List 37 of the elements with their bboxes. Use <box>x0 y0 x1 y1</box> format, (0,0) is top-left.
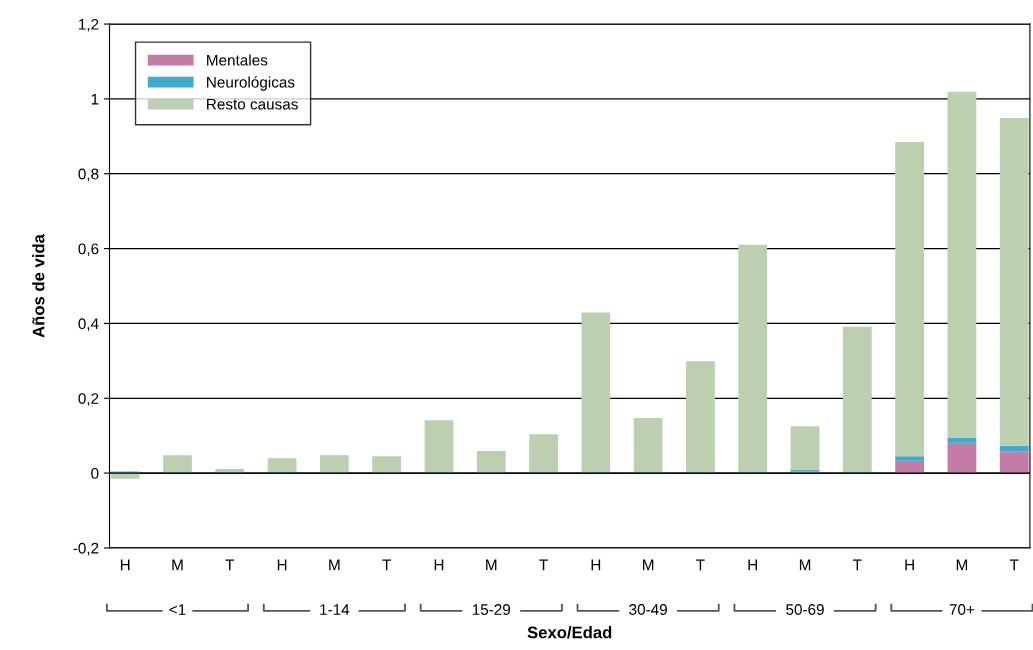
legend-label: Resto causas <box>207 98 298 110</box>
x-tick-label: M <box>486 559 497 571</box>
x-tick-label: T <box>1009 559 1019 571</box>
y-tick-label: 1 <box>91 93 99 105</box>
y-tick-label: 1,2 <box>79 18 99 32</box>
x-tick-label: H <box>905 559 914 571</box>
x-tick-label: M <box>956 559 968 571</box>
y-tick-label: 0,2 <box>78 393 99 406</box>
x-tick-label: T <box>853 559 862 571</box>
x-tick-label: T <box>539 559 548 571</box>
x-tick-label: M <box>329 559 340 571</box>
x-axis-title: Sexo/Edad <box>527 626 612 639</box>
y-tick-label: 0,4 <box>78 318 99 331</box>
text: 1-14 <box>320 604 350 615</box>
y-tick-label: -0,2 <box>73 542 99 556</box>
x-tick-label: T <box>696 559 705 571</box>
x-tick-label: T <box>382 559 391 571</box>
x-tick-label: M <box>643 559 654 571</box>
text: 70+ <box>949 604 975 615</box>
x-tick-label: H <box>277 559 287 571</box>
text: 15-29 <box>472 604 511 615</box>
text: 50-69 <box>786 604 824 615</box>
x-tick-label: T <box>225 559 235 571</box>
y-axis-title: Años de vida <box>32 234 45 338</box>
text: 30-49 <box>629 604 667 615</box>
legend-label: Neurológicas <box>207 76 295 91</box>
y-tick-label: 0,6 <box>78 243 99 257</box>
x-tick-label: M <box>172 559 183 571</box>
x-tick-label: H <box>434 559 444 571</box>
x-tick-label: M <box>799 559 811 571</box>
y-tick-label: 0 <box>91 467 99 479</box>
x-tick-label: H <box>591 559 601 571</box>
x-tick-label: H <box>120 559 130 571</box>
text: <1 <box>169 604 186 615</box>
legend-label: Mentales <box>207 54 268 66</box>
x-tick-label: H <box>748 559 757 571</box>
y-tick-label: 0,8 <box>78 168 99 182</box>
